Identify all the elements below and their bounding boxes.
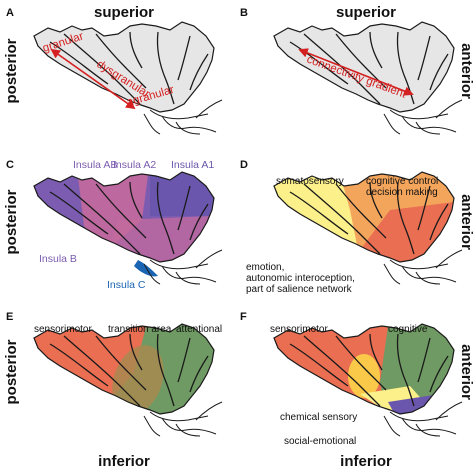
- label-decision-making: decision making: [366, 187, 438, 198]
- panel-a: A superior posterior granular dysgranula…: [3, 4, 223, 135]
- axis-superior-a: superior: [94, 4, 154, 21]
- panel-letter-b: B: [240, 7, 248, 19]
- axis-posterior-e: posterior: [3, 339, 20, 404]
- panel-d: D anterior somatosensory cognitive contr…: [240, 159, 474, 295]
- panel-letter-e: E: [6, 311, 13, 323]
- axis-posterior-c: posterior: [3, 189, 20, 254]
- axis-inferior-e: inferior: [98, 453, 150, 470]
- axis-inferior-f: inferior: [340, 453, 392, 470]
- insula-map-c: [33, 171, 223, 285]
- label-somatosensory: somatosensory: [276, 176, 344, 187]
- label-salience-network: part of salience network: [246, 284, 353, 295]
- label-social-emotional: social-emotional: [284, 436, 356, 447]
- label-cognitive-control: cognitive control: [366, 176, 438, 187]
- axis-posterior-a: posterior: [3, 38, 20, 103]
- label-insula-c: Insula C: [107, 279, 146, 291]
- label-insula-ab: Insula AB: [73, 159, 117, 171]
- label-chemical-sensory: chemical sensory: [280, 412, 357, 423]
- axis-anterior-b: anterior: [458, 43, 474, 99]
- panel-letter-d: D: [240, 159, 248, 171]
- label-autonomic-interoception: autonomic interoception,: [246, 273, 355, 284]
- label-insula-a1: Insula A1: [171, 159, 214, 171]
- label-sensorimotor-f: sensorimotor: [270, 324, 328, 335]
- label-insula-a2: Insula A2: [113, 159, 156, 171]
- panel-e: E posterior inferior sensorimotor transi…: [3, 311, 223, 470]
- axis-anterior-d: anterior: [458, 194, 474, 250]
- label-attentional: attentional: [176, 324, 222, 335]
- red-arrow-b: [298, 48, 414, 96]
- panel-f: F anterior inferior sensorimotor cogniti…: [240, 311, 474, 470]
- panel-c: C posterior Insula AB Insula A2 Insula A…: [3, 159, 223, 291]
- axis-superior-b: superior: [336, 4, 396, 21]
- label-insula-b: Insula B: [39, 253, 77, 265]
- label-emotion: emotion,: [246, 262, 284, 273]
- label-sensorimotor-e: sensorimotor: [34, 324, 92, 335]
- panel-b: B superior anterior connectivity gradien…: [240, 4, 474, 135]
- panel-letter-f: F: [240, 311, 247, 323]
- red-arrow-a: [50, 48, 136, 110]
- panel-letter-a: A: [6, 7, 14, 19]
- axis-anterior-f: anterior: [458, 344, 474, 400]
- label-cognitive: cognitive: [388, 324, 428, 335]
- label-transition-area: transition area: [108, 324, 172, 335]
- panel-letter-c: C: [6, 159, 14, 171]
